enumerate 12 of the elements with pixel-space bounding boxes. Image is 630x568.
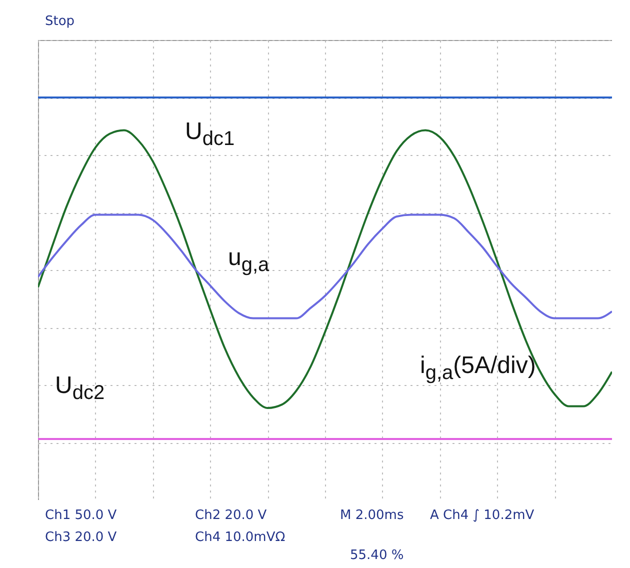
series-label: u$_{g,a}$	[228, 244, 270, 277]
text: A Ch4 ∫ 10.2mV	[430, 508, 534, 523]
text: Ch2 20.0 V	[195, 508, 267, 523]
text: Ch1 50.0 V	[45, 508, 117, 523]
series-label: U$_{dc1}$	[185, 118, 235, 151]
series-label: U$_{dc2}$	[55, 372, 105, 405]
text: Ch3 20.0 V	[45, 530, 117, 545]
series-label: i$_{g,a}$(5A/div)	[420, 352, 536, 385]
text: M 2.00ms	[340, 508, 404, 523]
text: 55.40 %	[350, 548, 404, 563]
text: Stop	[45, 14, 75, 29]
text: Ch4 10.0mVΩ	[195, 530, 286, 545]
